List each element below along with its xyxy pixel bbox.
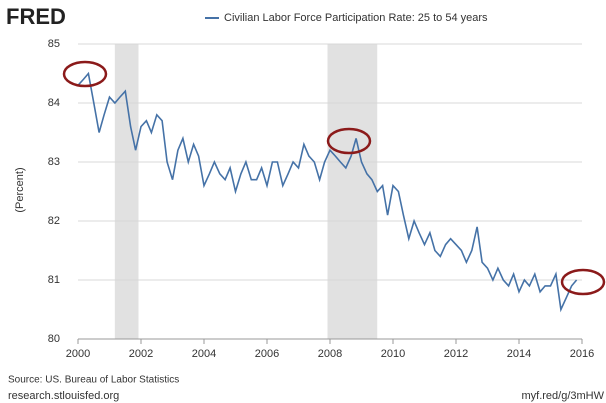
recession-band — [327, 44, 378, 339]
y-tick-label: 82 — [48, 215, 60, 227]
highlight-ellipse — [326, 127, 372, 155]
x-tick-label: 2012 — [444, 348, 468, 360]
x-tick-label: 2016 — [570, 348, 594, 360]
y-tick-label: 80 — [48, 333, 60, 345]
site: research.stlouisfed.org — [8, 390, 119, 402]
recession-band — [114, 44, 139, 339]
data-line — [77, 71, 578, 313]
x-tick-label: 2014 — [507, 348, 531, 360]
x-tick-label: 2002 — [129, 348, 153, 360]
y-tick-label: 83 — [48, 156, 60, 168]
highlight-ellipse — [560, 268, 606, 296]
short-url: myf.red/g/3mHW — [521, 390, 604, 402]
legend-label: Civilian Labor Force Participation Rate:… — [224, 12, 488, 24]
source: Source: US. Bureau of Labor Statistics — [8, 375, 179, 386]
logo: FRED — [6, 4, 66, 29]
y-tick-label: 85 — [48, 38, 60, 50]
plot-area: 80 81 82 83 84 85 2000 2002 2004 2006 2008 2010 2012… — [48, 38, 594, 360]
annotations — [62, 60, 606, 296]
y-tick-label: 81 — [48, 274, 60, 286]
highlight-ellipse — [62, 60, 108, 88]
x-tick-label: 2008 — [318, 348, 342, 360]
y-axis-label: (Percent) — [14, 167, 26, 212]
x-tick-label: 2000 — [66, 348, 90, 360]
x-tick-label: 2004 — [192, 348, 216, 360]
x-tick-label: 2010 — [381, 348, 405, 360]
x-tick-label: 2006 — [255, 348, 279, 360]
y-tick-label: 84 — [48, 97, 60, 109]
